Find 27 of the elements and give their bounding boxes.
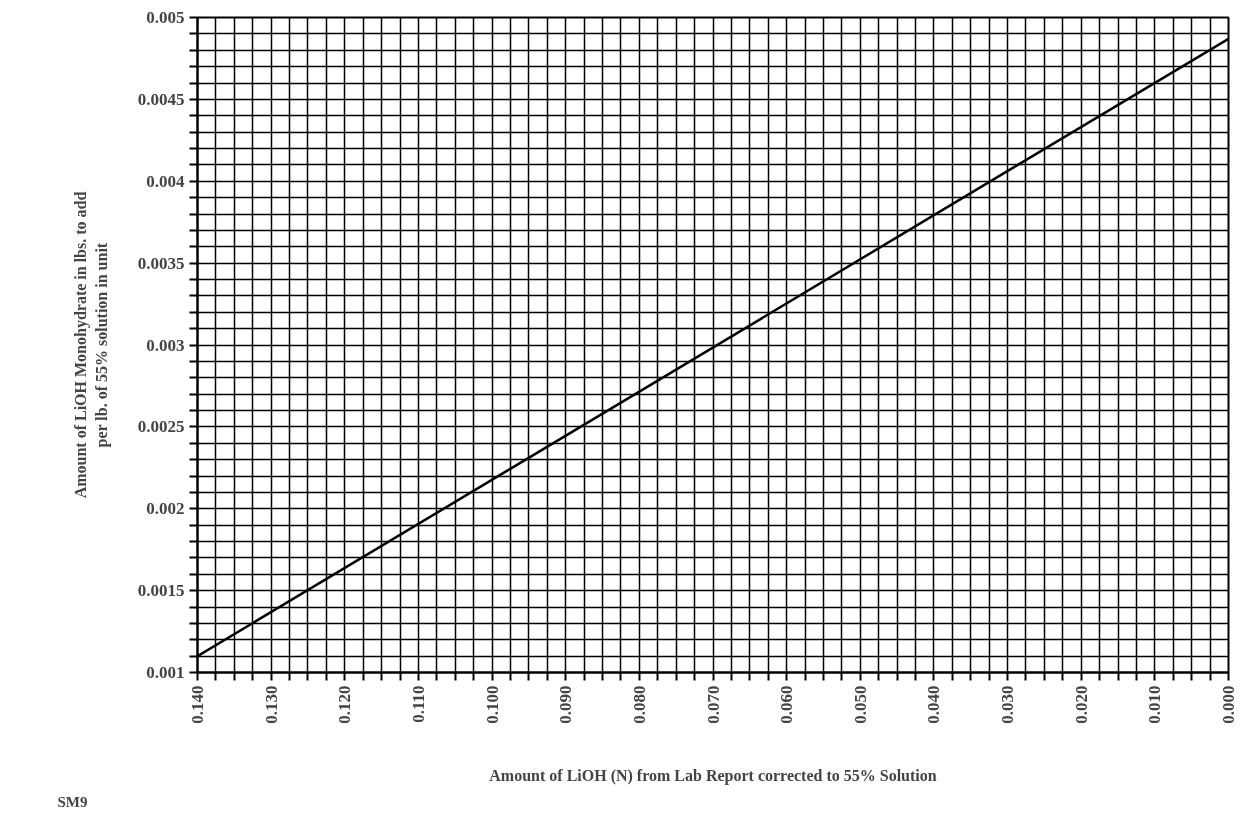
x-axis-title: Amount of LiOH (N) from Lab Report corrected to 55% Solution bbox=[489, 766, 937, 785]
x-tick-label: 0.130 bbox=[261, 685, 281, 724]
x-tick-label: 0.140 bbox=[188, 685, 207, 724]
y-tick-label: 0.005 bbox=[146, 8, 185, 27]
x-tick-label: 0.060 bbox=[777, 685, 797, 724]
x-tick-label: 0.090 bbox=[556, 685, 576, 724]
y-tick-label: 0.0025 bbox=[137, 417, 185, 437]
x-tick-label: 0.040 bbox=[924, 685, 944, 724]
y-tick-label: 0.001 bbox=[146, 663, 185, 682]
x-tick-label: 0.010 bbox=[1145, 685, 1165, 724]
y-tick-label: 0.0035 bbox=[137, 253, 185, 273]
x-tick-label: 0.120 bbox=[335, 685, 355, 724]
x-tick-label: 0.100 bbox=[482, 685, 502, 724]
y-tick-label: 0.004 bbox=[146, 171, 185, 191]
x-tick-label: 0.050 bbox=[850, 685, 870, 724]
x-tick-label: 0.110 bbox=[408, 685, 428, 723]
x-tick-label: 0.080 bbox=[629, 685, 649, 724]
text: SM9 bbox=[57, 793, 88, 810]
x-tick-label: 0.030 bbox=[998, 685, 1018, 724]
y-tick-label: 0.0045 bbox=[137, 89, 185, 109]
y-tick-label: 0.002 bbox=[146, 499, 185, 519]
x-tick-label: 0.020 bbox=[1071, 685, 1091, 724]
x-tick-label: 0.000 bbox=[1219, 685, 1238, 724]
y-axis-title: Amount of LiOH Monohydrate in lbs. to add per lb. of 55% solution in unit bbox=[72, 191, 111, 499]
y-tick-label: 0.0015 bbox=[137, 581, 185, 601]
x-tick-label: 0.070 bbox=[703, 685, 723, 724]
y-tick-label: 0.003 bbox=[146, 335, 185, 355]
